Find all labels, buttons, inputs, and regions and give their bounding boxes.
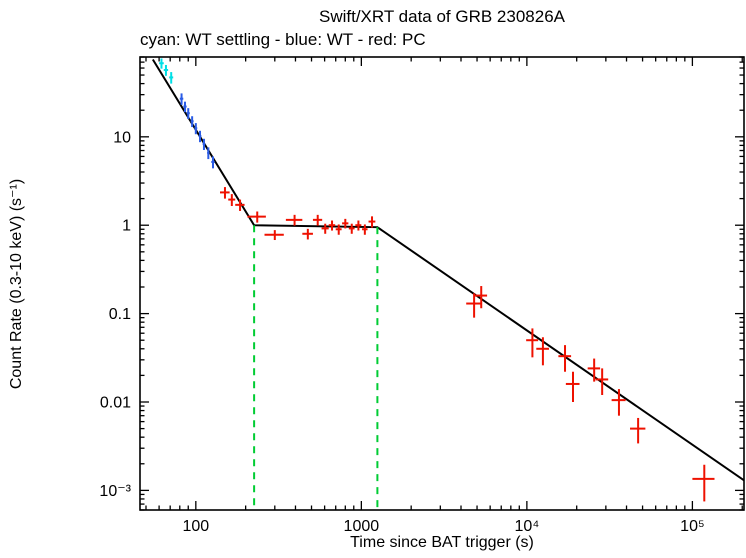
y-tick-labels: 10 1 0.1 0.01 10⁻³	[99, 129, 131, 500]
y-tick-label: 10⁻³	[99, 483, 131, 500]
plot-frame	[139, 56, 745, 511]
y-axis-label: Count Rate (0.3-10 keV) (s⁻¹)	[8, 179, 25, 389]
y-tick-label: 10	[113, 129, 131, 146]
series-wt	[179, 93, 215, 169]
x-tick-label: 10⁵	[680, 518, 704, 535]
y-tick-label: 0.1	[109, 306, 131, 323]
series-wt-settling	[159, 58, 174, 84]
plot-data	[151, 58, 744, 510]
x-tick-label: 10⁴	[515, 518, 540, 535]
x-tick-label: 100	[182, 518, 209, 535]
x-tick-labels: 100 1000 10⁴ 10⁵	[182, 518, 704, 535]
y-tick-label: 0.01	[100, 394, 131, 411]
y-tick-label: 1	[122, 218, 131, 235]
fit-line	[151, 58, 744, 482]
chart-title: Swift/XRT data of GRB 230826A	[319, 7, 566, 26]
tick-marks	[140, 56, 744, 511]
x-tick-label: 1000	[344, 518, 380, 535]
series-pc	[220, 187, 715, 502]
x-axis-label: Time since BAT trigger (s)	[350, 534, 534, 551]
chart-subtitle: cyan: WT settling - blue: WT - red: PC	[140, 30, 426, 49]
plot-content: 100 1000 10⁴ 10⁵ 10 1 0.1 0.01 10⁻³	[99, 56, 745, 535]
